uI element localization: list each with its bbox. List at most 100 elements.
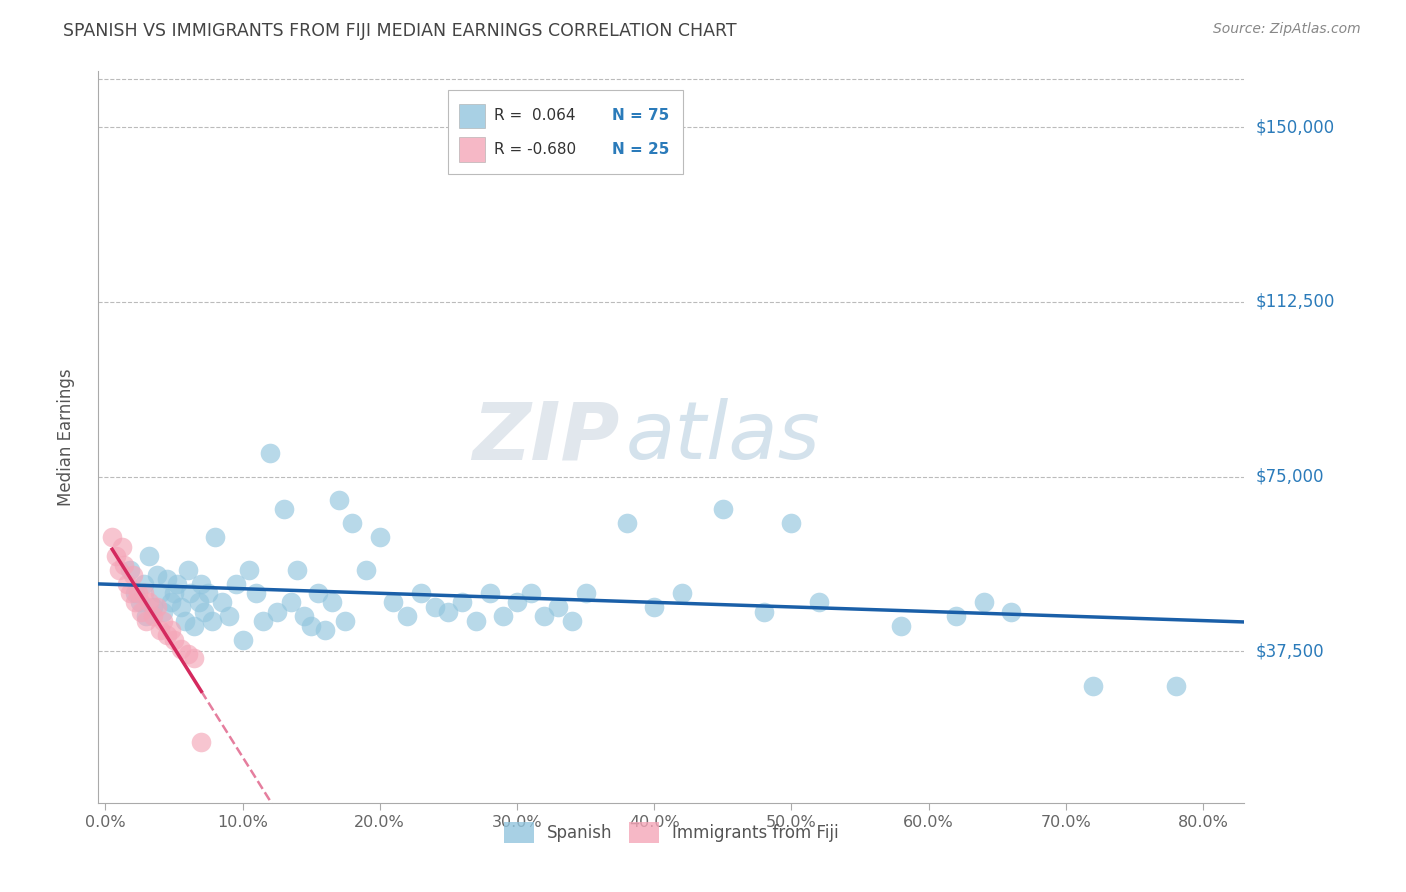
Point — [124, 586, 146, 600]
Point — [259, 446, 281, 460]
Point — [111, 540, 134, 554]
Point — [129, 605, 152, 619]
Text: $112,500: $112,500 — [1256, 293, 1334, 311]
Point — [464, 614, 486, 628]
Point — [135, 609, 157, 624]
Point — [807, 595, 830, 609]
Point — [506, 595, 529, 609]
Point — [142, 600, 165, 615]
Point — [105, 549, 128, 563]
Point — [292, 609, 315, 624]
Point — [176, 647, 198, 661]
Point — [354, 563, 377, 577]
Point — [616, 516, 638, 531]
Point — [238, 563, 260, 577]
Point — [170, 642, 193, 657]
Text: $37,500: $37,500 — [1256, 642, 1324, 660]
Point — [163, 632, 186, 647]
Point — [328, 493, 350, 508]
FancyBboxPatch shape — [460, 103, 485, 128]
Point — [108, 563, 131, 577]
Point — [118, 586, 141, 600]
Point — [307, 586, 329, 600]
Point — [314, 624, 336, 638]
Point — [1000, 605, 1022, 619]
Point — [127, 586, 149, 600]
Point — [121, 567, 143, 582]
Point — [201, 614, 224, 628]
Text: atlas: atlas — [626, 398, 820, 476]
Text: N = 75: N = 75 — [612, 109, 669, 123]
Point — [124, 595, 146, 609]
Point — [451, 595, 474, 609]
Point — [115, 577, 138, 591]
Point — [118, 563, 141, 577]
Point — [114, 558, 136, 573]
Point — [190, 577, 212, 591]
Point — [156, 572, 179, 586]
Point — [561, 614, 583, 628]
Point — [492, 609, 515, 624]
Text: R = -0.680: R = -0.680 — [494, 142, 576, 157]
Point — [780, 516, 803, 531]
Point — [423, 600, 446, 615]
Point — [152, 605, 174, 619]
Point — [711, 502, 734, 516]
Point — [146, 600, 169, 615]
Point — [163, 586, 186, 600]
Point — [671, 586, 693, 600]
Point — [156, 628, 179, 642]
Point — [187, 595, 209, 609]
Point — [643, 600, 665, 615]
Point — [266, 605, 288, 619]
Text: R =  0.064: R = 0.064 — [494, 109, 575, 123]
Point — [190, 735, 212, 749]
Point — [179, 586, 201, 600]
Point — [245, 586, 267, 600]
Legend: Spanish, Immigrants from Fiji: Spanish, Immigrants from Fiji — [496, 815, 846, 849]
Point — [138, 549, 160, 563]
Point — [321, 595, 343, 609]
Point — [166, 577, 188, 591]
Point — [437, 605, 460, 619]
FancyBboxPatch shape — [460, 137, 485, 162]
Point — [342, 516, 364, 531]
Y-axis label: Median Earnings: Median Earnings — [56, 368, 75, 506]
Point — [204, 530, 226, 544]
Point — [890, 619, 912, 633]
Point — [280, 595, 302, 609]
Point — [128, 595, 150, 609]
Point — [101, 530, 124, 544]
Point — [335, 614, 357, 628]
Point — [287, 563, 309, 577]
Point — [146, 567, 169, 582]
Point — [135, 614, 157, 628]
Point — [152, 614, 174, 628]
Point — [183, 651, 205, 665]
Point — [252, 614, 274, 628]
Point — [478, 586, 501, 600]
Point — [211, 595, 233, 609]
Point — [273, 502, 295, 516]
Point — [574, 586, 596, 600]
Point — [176, 563, 198, 577]
Point — [382, 595, 405, 609]
Text: $75,000: $75,000 — [1256, 467, 1324, 485]
Point — [547, 600, 569, 615]
Point — [132, 586, 155, 600]
Text: ZIP: ZIP — [472, 398, 620, 476]
Point — [160, 595, 183, 609]
Point — [193, 605, 215, 619]
Text: SPANISH VS IMMIGRANTS FROM FIJI MEDIAN EARNINGS CORRELATION CHART: SPANISH VS IMMIGRANTS FROM FIJI MEDIAN E… — [63, 22, 737, 40]
Point — [142, 609, 165, 624]
Point — [173, 614, 195, 628]
Point — [368, 530, 391, 544]
Point — [197, 586, 219, 600]
Point — [519, 586, 541, 600]
Point — [149, 586, 172, 600]
Point — [752, 605, 775, 619]
Point — [409, 586, 432, 600]
Text: $150,000: $150,000 — [1256, 119, 1334, 136]
Point — [170, 600, 193, 615]
Point — [160, 624, 183, 638]
